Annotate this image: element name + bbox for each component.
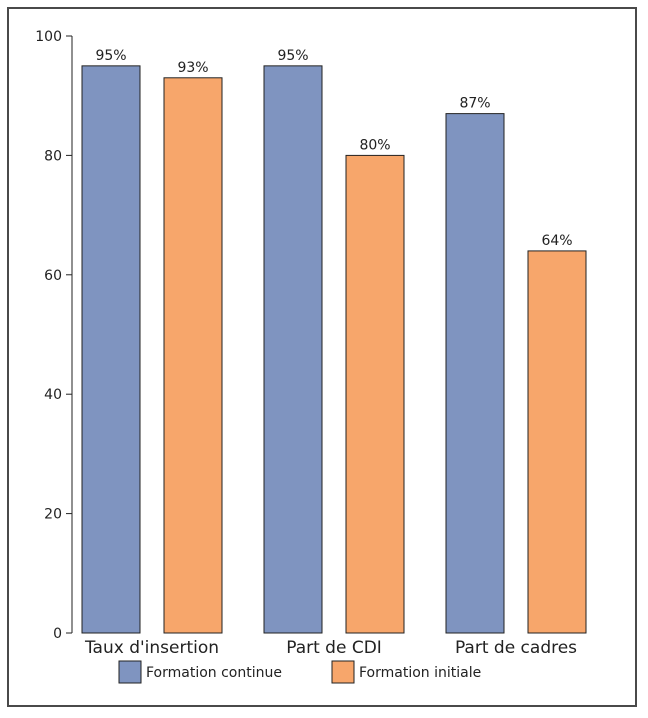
data-label: 80%	[359, 137, 390, 153]
bar-formation-continue	[263, 65, 323, 634]
data-label: 87%	[459, 96, 490, 112]
x-category-label: Taux d'insertion	[84, 638, 219, 658]
y-tick-label: 40	[44, 387, 62, 403]
legend: Formation continue Formation initiale	[118, 660, 481, 684]
bar-formation-continue	[445, 113, 505, 634]
bar-formation-initiale	[345, 154, 405, 634]
data-label: 95%	[277, 48, 308, 64]
bar-formation-initiale	[527, 250, 587, 634]
y-tick-label: 0	[53, 626, 62, 642]
data-label: 93%	[177, 60, 208, 76]
y-tick-label: 60	[44, 268, 62, 284]
data-label: 95%	[95, 48, 126, 64]
y-tick-label: 20	[44, 507, 62, 523]
bars	[81, 65, 587, 634]
legend-item-formation-continue-label: Formation continue	[146, 665, 282, 681]
data-label: 64%	[541, 233, 572, 249]
x-category-label: Part de CDI	[286, 638, 382, 658]
legend-item-formation-initiale-swatch	[331, 660, 355, 684]
x-category-label: Part de cadres	[455, 638, 577, 658]
data-labels: 95% 93% 95% 80% 87% 64%	[95, 48, 572, 249]
y-tick-label: 80	[44, 148, 62, 164]
legend-item-formation-continue-swatch	[118, 660, 142, 684]
axes: 0 20 40 60 80 100 Taux d'insertion Part de CDI P…	[35, 29, 577, 658]
bar-formation-initiale	[163, 77, 223, 634]
y-tick-label: 100	[35, 29, 62, 45]
legend-item-formation-initiale-label: Formation initiale	[359, 665, 481, 681]
bar-formation-continue	[81, 65, 141, 634]
